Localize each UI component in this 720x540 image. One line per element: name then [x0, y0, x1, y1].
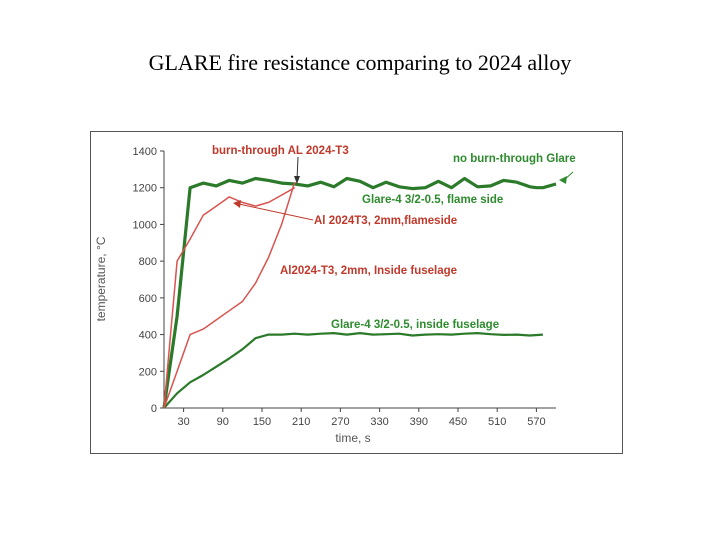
annotation-al-inside-fuselage: Al2024-T3, 2mm, Inside fuselage	[280, 265, 457, 277]
y-tick-label: 800	[139, 256, 157, 268]
x-tick-label: 510	[488, 416, 506, 428]
burn-through-arrowhead	[294, 176, 300, 184]
chart-axes	[163, 151, 556, 409]
x-tick-label: 150	[253, 416, 271, 428]
chart-figure: 0 200 400 600 800 1000 1200 1400 30 90 150 210 270 3…	[90, 131, 623, 454]
y-tick-label: 400	[139, 330, 157, 342]
x-tick-label: 270	[331, 416, 349, 428]
x-ticks: 30 90 150 210 270 330 390 450 510 570	[177, 408, 546, 428]
slide-title: GLARE fire resistance comparing to 2024 …	[148, 50, 572, 75]
x-tick-label: 330	[370, 416, 388, 428]
no-burn-through-arrowhead	[559, 176, 567, 184]
x-tick-label: 450	[449, 416, 467, 428]
series-lines	[162, 176, 557, 409]
y-tick-label: 0	[151, 403, 157, 415]
annotation-glare-flame-side: Glare-4 3/2-0.5, flame side	[362, 194, 503, 206]
annotation-al-flameside: Al 2024T3, 2mm,flameside	[314, 215, 457, 227]
x-tick-label: 90	[217, 416, 229, 428]
series-line-al-2024t3-2mm-flameside	[163, 187, 296, 409]
annotation-burn-through: burn-through AL 2024-T3	[212, 145, 349, 157]
annotation-glare-inside-fuselage: Glare-4 3/2-0.5, inside fuselage	[331, 319, 499, 331]
series-line-glare-4-3-2-0-5-flame-side	[162, 176, 557, 409]
x-tick-label: 30	[177, 416, 189, 428]
y-tick-label: 1400	[133, 146, 157, 158]
series-line-al2024-t3-2mm-inside-fuselage	[163, 181, 296, 409]
series-line-glare-4-3-2-0-5-inside-fuselage	[163, 332, 543, 409]
annotation-no-burn-through: no burn-through Glare	[453, 153, 576, 165]
y-tick-label: 1200	[133, 183, 157, 195]
x-tick-label: 390	[410, 416, 428, 428]
x-axis-label: time, s	[335, 431, 370, 445]
al-flameside-arrow	[238, 203, 314, 221]
y-axis-label: temperature, °C	[94, 236, 108, 321]
x-tick-label: 570	[527, 416, 545, 428]
y-tick-label: 1000	[133, 219, 157, 231]
y-tick-label: 600	[139, 293, 157, 305]
y-tick-label: 200	[139, 366, 157, 378]
al-flameside-arrowhead	[233, 200, 241, 208]
x-tick-label: 210	[292, 416, 310, 428]
y-ticks: 0 200 400 600 800 1000 1200 1400	[133, 146, 164, 415]
